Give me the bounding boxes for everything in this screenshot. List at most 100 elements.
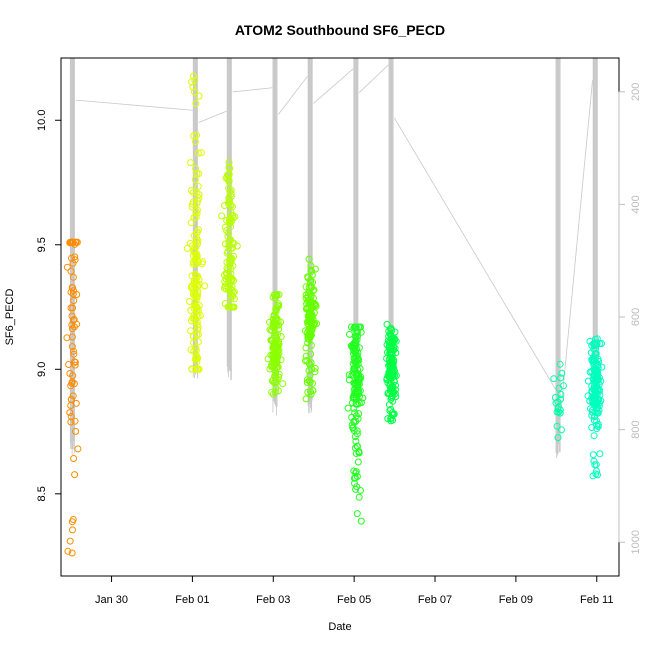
data-point (193, 331, 201, 339)
data-point (383, 320, 391, 328)
transit-line (75, 99, 193, 111)
data-point (595, 406, 603, 414)
data-point (589, 472, 597, 480)
data-point (221, 223, 229, 231)
data-point (588, 424, 596, 431)
right-tick-label: 800 (630, 420, 642, 438)
data-point (63, 263, 71, 271)
data-point (226, 188, 234, 195)
data-point (69, 273, 77, 281)
data-point (355, 323, 363, 331)
y-tick-label: 9.0 (36, 362, 48, 377)
data-point (387, 345, 395, 352)
data-point (71, 361, 79, 369)
data-point (590, 457, 598, 465)
data-point (598, 363, 606, 371)
data-point (274, 387, 282, 395)
data-point (352, 323, 360, 331)
data-point (225, 238, 233, 246)
data-point (67, 382, 75, 390)
transit-line (394, 117, 556, 390)
x-tick-label: Feb 07 (418, 594, 452, 606)
data-point (307, 350, 315, 358)
data-point (554, 405, 562, 413)
data-point (303, 379, 311, 386)
data-point (554, 434, 562, 442)
data-point (194, 237, 202, 245)
data-point (593, 425, 601, 433)
data-point (66, 537, 74, 545)
data-point (345, 371, 353, 379)
data-point (589, 408, 596, 416)
data-point (189, 200, 196, 208)
data-point (226, 195, 234, 203)
data-point (353, 510, 361, 518)
data-point (71, 358, 79, 366)
data-point (271, 388, 279, 396)
data-point (590, 432, 598, 440)
data-point (193, 238, 201, 246)
data-point (68, 518, 76, 526)
data-point (593, 467, 600, 475)
data-point (350, 325, 358, 332)
data-point (275, 325, 283, 333)
data-point (71, 471, 79, 479)
data-point (593, 417, 601, 425)
data-point (221, 300, 229, 308)
data-point (389, 338, 397, 345)
data-point (187, 327, 195, 335)
x-tick-label: Feb 03 (256, 594, 290, 606)
data-point (69, 290, 77, 298)
data-point (67, 304, 75, 312)
data-point (228, 212, 236, 220)
y-tick-label: 10.0 (36, 110, 48, 131)
data-point (270, 311, 278, 319)
data-point (305, 255, 313, 263)
data-point (302, 344, 310, 352)
data-point (304, 274, 312, 282)
data-point (557, 391, 565, 398)
data-point (221, 282, 229, 290)
data-point (194, 197, 202, 205)
data-point (68, 333, 76, 341)
data-point (73, 238, 81, 246)
y-axis: 8.5 9.0 9.5 10.0 (36, 110, 62, 501)
data-point (354, 390, 362, 397)
data-point (269, 359, 277, 367)
data-point (272, 346, 280, 354)
data-point (352, 349, 360, 357)
data-point (550, 375, 558, 383)
data-point (268, 388, 276, 396)
data-point (307, 326, 315, 334)
data-point (187, 306, 195, 314)
data-point (392, 337, 400, 345)
data-point (195, 92, 203, 100)
data-point (591, 350, 599, 358)
data-point (591, 335, 599, 343)
data-point (225, 159, 233, 167)
data-point (189, 252, 197, 260)
transit-line (313, 68, 354, 104)
data-point (275, 291, 283, 299)
data-point (194, 272, 202, 280)
data-point (65, 361, 73, 368)
data-point (589, 398, 597, 406)
data-point (69, 526, 76, 534)
data-point (556, 360, 564, 368)
data-point (311, 364, 319, 372)
data-point (384, 379, 392, 387)
data-point (348, 413, 356, 421)
data-point (69, 259, 77, 267)
data-point (271, 372, 279, 380)
data-point (221, 202, 228, 209)
data-point (344, 404, 352, 412)
data-point (189, 332, 197, 340)
data-point (590, 355, 598, 363)
data-point (194, 257, 202, 265)
data-point (387, 405, 395, 413)
data-point (354, 458, 362, 466)
data-point (388, 354, 396, 362)
data-point (387, 385, 395, 393)
data-point (357, 487, 364, 494)
